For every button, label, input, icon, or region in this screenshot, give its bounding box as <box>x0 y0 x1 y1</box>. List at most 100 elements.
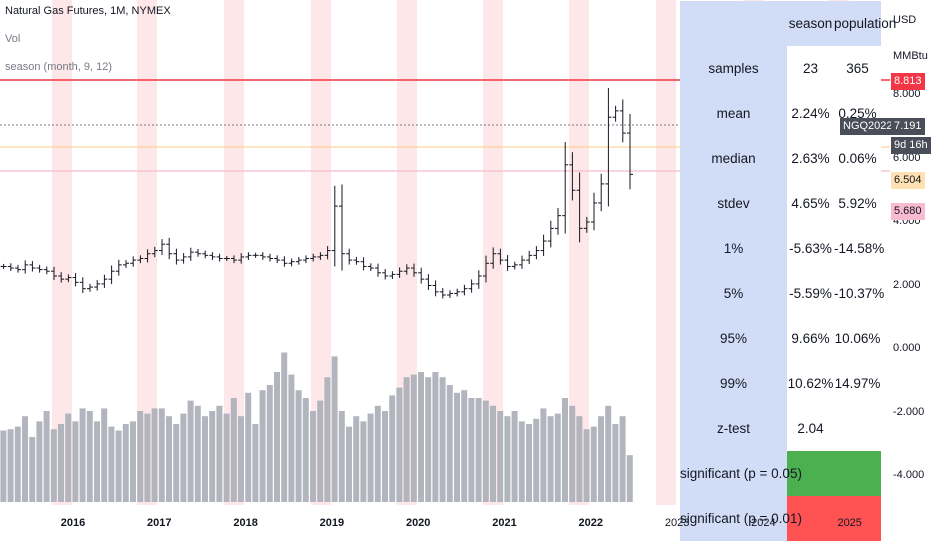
row-label: median <box>680 136 787 181</box>
table-row: 1% -5.63% -14.58% <box>680 226 884 271</box>
year-tick: 2022 <box>578 517 604 529</box>
ohlc-bar <box>425 274 432 290</box>
volume-bar <box>22 416 28 502</box>
ohlc-bar <box>432 280 439 297</box>
table-header-row: season population <box>680 1 896 46</box>
row-label: samples <box>680 46 787 91</box>
currency-label: USD <box>893 14 917 26</box>
volume-bar <box>72 421 79 502</box>
significance-indicator <box>787 496 881 541</box>
ohlc-bar <box>627 114 633 190</box>
volume-bar <box>612 424 619 502</box>
season-value: -5.59% <box>787 271 834 316</box>
volume-bar <box>468 398 475 502</box>
ohlc-bar <box>612 105 619 122</box>
ohlc-bar <box>605 88 612 207</box>
ohlc-bar <box>101 274 108 288</box>
ohlc-bar <box>490 247 497 269</box>
volume-bar <box>382 411 388 502</box>
year-tick: 2017 <box>147 517 172 529</box>
volume-bar <box>274 372 280 502</box>
significance-label: significant (p = 0.01) <box>680 496 802 541</box>
indicator-legend: season (month, 9, 12) <box>5 61 113 73</box>
ohlc-bar <box>123 260 129 268</box>
volume-bar <box>346 426 352 502</box>
season-value: 2.63% <box>787 136 834 181</box>
season-band <box>137 0 157 505</box>
volume-bar <box>439 377 446 502</box>
table-row: 95% 9.66% 10.06% <box>680 316 881 361</box>
volume-bar <box>324 377 331 502</box>
vol-legend: Vol <box>5 33 21 45</box>
ohlc-bar <box>353 256 360 265</box>
volume-bar <box>122 424 129 502</box>
volume-bar <box>598 416 604 502</box>
volume-bar <box>497 411 504 502</box>
year-tick: 2020 <box>405 517 431 529</box>
ohlc-bar <box>375 263 381 277</box>
volume-bar <box>626 455 633 502</box>
ohlc-bar <box>259 252 266 260</box>
ohlc-bar <box>367 263 374 272</box>
volume-bar <box>230 398 237 502</box>
volume-bar <box>425 377 432 502</box>
ohlc-bar <box>454 288 461 297</box>
ohlc-bar <box>202 250 209 259</box>
ohlc-bar <box>7 263 14 272</box>
volume-bar <box>461 390 468 502</box>
ohlc-bar <box>540 234 547 256</box>
table-row: mean 2.24% 0.25% <box>680 91 881 136</box>
volume-bar <box>252 424 259 502</box>
ohlc-bar <box>108 265 115 285</box>
population-value: 14.97% <box>834 361 881 406</box>
volume-bar <box>137 411 144 502</box>
year-tick: 2016 <box>60 517 86 529</box>
volume-bar <box>58 424 64 502</box>
ohlc-bar <box>439 288 446 299</box>
ohlc-bar <box>461 284 468 296</box>
ohlc-bar <box>526 250 533 265</box>
volume-bar <box>281 352 288 502</box>
ohlc-bar <box>22 260 29 274</box>
volume-bar <box>173 424 180 502</box>
ohlc-bar <box>483 255 489 283</box>
volume-bar <box>511 411 518 502</box>
ohlc-bar <box>396 267 403 278</box>
season-value: 4.65% <box>787 181 834 226</box>
volume-bar <box>144 413 151 502</box>
season-value: 2.24% <box>787 91 834 136</box>
volume-bar <box>418 372 424 502</box>
volume-bar <box>108 426 115 502</box>
volume-bar <box>389 395 396 502</box>
season-value: 10.62% <box>787 361 834 406</box>
ohlc-bar <box>288 258 295 267</box>
volume-bar <box>410 374 417 502</box>
ohlc-bar <box>339 184 345 271</box>
volume-bar <box>533 418 540 502</box>
ohlc-bar <box>360 257 367 271</box>
volume-bar <box>86 411 93 502</box>
year-tick: 2025 <box>837 517 862 529</box>
ohlc-bar <box>216 253 223 262</box>
price-tag-top: 8.813 <box>891 73 925 90</box>
seasonality-stats-table: season population samples 23 365 mean 2.24% 0.2… <box>680 1 896 541</box>
column-header: population <box>834 1 896 46</box>
volume-bar <box>576 416 583 502</box>
volume-bar <box>540 408 547 502</box>
ohlc-bar <box>317 252 324 260</box>
ohlc-bar <box>274 255 281 264</box>
volume-bar <box>166 416 172 502</box>
table-row: 5% -5.59% -10.37% <box>680 271 884 316</box>
volume-bar <box>101 408 108 502</box>
ohlc-bar <box>51 266 57 280</box>
volume-bar <box>432 372 439 502</box>
ohlc-bar <box>166 237 173 260</box>
season-band <box>224 0 244 505</box>
table-row: samples 23 365 <box>680 46 881 91</box>
volume-bar <box>562 398 568 502</box>
ohlc-bar <box>87 283 93 292</box>
volume-bar <box>14 426 21 502</box>
year-tick: 2023 <box>664 517 690 529</box>
row-label: stdev <box>680 181 787 226</box>
season-band <box>52 0 72 505</box>
